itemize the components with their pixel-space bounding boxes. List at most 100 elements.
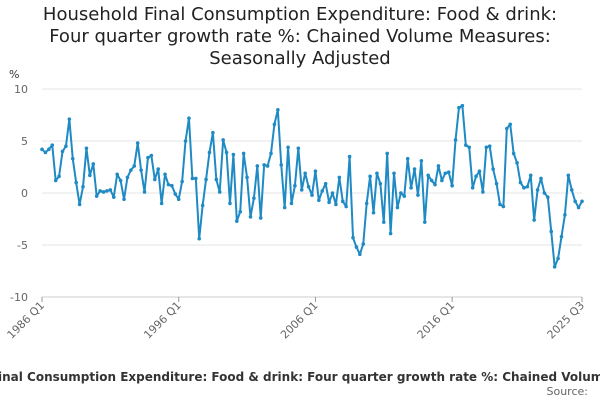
data-point[interactable]	[487, 144, 492, 148]
data-point[interactable]	[494, 181, 499, 186]
data-point[interactable]	[522, 186, 526, 190]
data-point[interactable]	[183, 139, 188, 143]
data-point[interactable]	[546, 195, 550, 199]
data-point[interactable]	[265, 164, 270, 168]
data-point[interactable]	[470, 186, 475, 190]
data-point[interactable]	[289, 201, 294, 206]
data-point[interactable]	[395, 205, 400, 210]
data-point[interactable]	[47, 147, 51, 152]
data-point[interactable]	[132, 164, 137, 168]
data-point[interactable]	[463, 143, 468, 147]
data-point[interactable]	[197, 236, 202, 241]
data-point[interactable]	[200, 203, 205, 208]
data-point[interactable]	[258, 216, 263, 220]
data-point[interactable]	[296, 146, 301, 151]
data-point[interactable]	[187, 116, 191, 120]
data-point[interactable]	[491, 167, 495, 171]
data-point[interactable]	[67, 117, 72, 121]
data-point[interactable]	[351, 235, 355, 240]
data-point[interactable]	[484, 145, 489, 150]
data-point[interactable]	[149, 153, 154, 158]
data-point[interactable]	[173, 192, 178, 196]
data-point[interactable]	[528, 173, 533, 178]
data-point[interactable]	[221, 138, 225, 142]
data-point[interactable]	[436, 164, 441, 168]
data-point[interactable]	[81, 184, 85, 189]
data-point[interactable]	[98, 189, 102, 193]
data-point[interactable]	[193, 176, 198, 181]
data-point[interactable]	[60, 149, 65, 154]
data-point[interactable]	[231, 152, 236, 157]
data-point[interactable]	[347, 154, 352, 159]
data-point[interactable]	[91, 162, 96, 166]
data-point[interactable]	[327, 200, 331, 205]
data-point[interactable]	[426, 173, 431, 178]
data-point[interactable]	[443, 171, 448, 176]
data-point[interactable]	[539, 176, 543, 181]
data-point[interactable]	[364, 201, 369, 206]
data-point[interactable]	[101, 190, 106, 194]
data-point[interactable]	[381, 220, 386, 224]
data-point[interactable]	[40, 147, 44, 152]
data-point[interactable]	[142, 190, 147, 194]
data-point[interactable]	[276, 108, 280, 112]
data-point[interactable]	[108, 188, 113, 192]
data-point[interactable]	[361, 242, 366, 246]
data-point[interactable]	[481, 190, 485, 194]
data-point[interactable]	[211, 130, 215, 135]
data-point[interactable]	[399, 191, 403, 195]
data-point[interactable]	[115, 172, 119, 177]
data-point[interactable]	[532, 218, 536, 222]
data-point[interactable]	[139, 168, 143, 172]
data-point[interactable]	[405, 156, 410, 161]
data-point[interactable]	[152, 177, 157, 182]
data-point[interactable]	[269, 151, 273, 156]
data-point[interactable]	[460, 103, 465, 108]
data-point[interactable]	[286, 145, 290, 150]
data-point[interactable]	[358, 252, 362, 257]
data-point[interactable]	[535, 188, 540, 192]
data-point[interactable]	[429, 178, 434, 183]
data-point[interactable]	[508, 122, 513, 127]
data-point[interactable]	[180, 179, 184, 184]
data-point[interactable]	[563, 213, 567, 217]
data-point[interactable]	[453, 138, 458, 142]
data-point[interactable]	[330, 191, 335, 195]
data-point[interactable]	[105, 189, 109, 193]
data-point[interactable]	[176, 197, 181, 202]
data-point[interactable]	[235, 219, 239, 223]
data-point[interactable]	[433, 182, 437, 187]
data-point[interactable]	[552, 265, 557, 269]
data-point[interactable]	[57, 174, 61, 179]
data-point[interactable]	[340, 199, 345, 204]
data-point[interactable]	[241, 151, 246, 156]
data-point[interactable]	[306, 184, 311, 189]
data-point[interactable]	[511, 151, 516, 156]
data-point[interactable]	[293, 183, 297, 188]
data-point[interactable]	[467, 145, 472, 150]
data-point[interactable]	[501, 204, 506, 209]
data-point[interactable]	[566, 173, 571, 178]
data-point[interactable]	[457, 105, 461, 110]
data-point[interactable]	[337, 175, 342, 180]
data-point[interactable]	[542, 191, 547, 195]
data-point[interactable]	[125, 175, 130, 180]
data-point[interactable]	[129, 168, 133, 172]
data-point[interactable]	[385, 151, 389, 156]
data-point[interactable]	[53, 178, 58, 183]
data-point[interactable]	[303, 171, 307, 176]
data-point[interactable]	[207, 150, 212, 155]
data-point[interactable]	[252, 196, 256, 200]
data-point[interactable]	[217, 190, 222, 194]
data-point[interactable]	[313, 169, 318, 173]
data-point[interactable]	[446, 170, 451, 174]
data-point[interactable]	[323, 181, 328, 186]
data-point[interactable]	[549, 229, 554, 234]
data-point[interactable]	[84, 146, 89, 151]
data-point[interactable]	[77, 202, 82, 207]
data-point[interactable]	[440, 178, 444, 183]
data-point[interactable]	[402, 194, 407, 198]
data-point[interactable]	[248, 215, 253, 219]
data-point[interactable]	[135, 141, 140, 145]
data-point[interactable]	[156, 167, 161, 171]
